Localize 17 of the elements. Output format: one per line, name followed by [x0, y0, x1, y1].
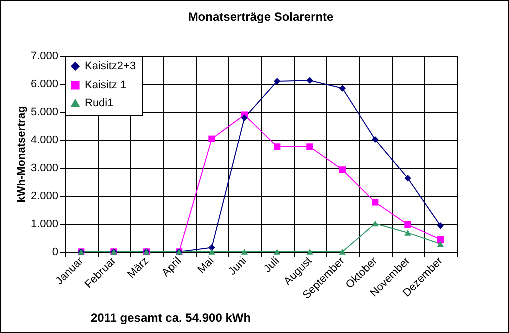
y-tick-label: 1.000: [30, 218, 58, 230]
x-tick-label: Juni: [226, 255, 250, 278]
legend-label: Rudi1: [85, 98, 114, 110]
y-axis-title: kWh-Monatsertrag: [16, 106, 28, 203]
x-tick-label: Juli: [262, 255, 282, 276]
y-tick-label: 7.000: [30, 50, 58, 62]
y-tick-label: 6.000: [30, 78, 58, 90]
y-tick-label: 2.000: [30, 190, 58, 202]
y-tick-label: 5.000: [30, 106, 58, 118]
text: 2011 gesamt ca. 54.900 kWh: [90, 311, 252, 325]
chart-title: Monatserträge Solarernte: [188, 10, 334, 24]
y-tick-label: 0: [52, 246, 58, 258]
y-tick-label: 4.000: [30, 134, 58, 146]
x-tick-label: Mai: [196, 255, 217, 276]
y-tick-label: 3.000: [30, 162, 58, 174]
legend-label: Kaisitz2+3: [85, 60, 136, 72]
legend-label: Kaisitz 1: [85, 80, 127, 92]
